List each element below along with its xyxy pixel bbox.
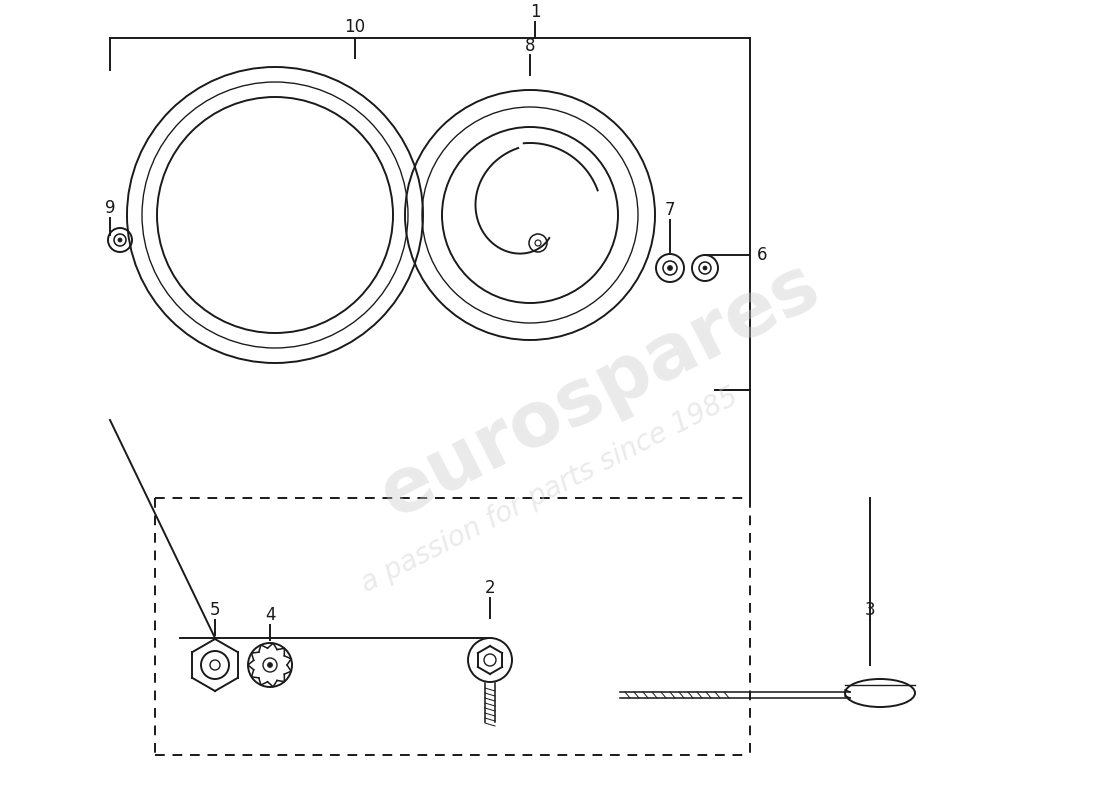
Text: 5: 5	[210, 601, 220, 619]
Text: 2: 2	[485, 579, 495, 597]
Text: 6: 6	[757, 246, 768, 264]
Text: a passion for parts since 1985: a passion for parts since 1985	[356, 382, 744, 598]
Text: 10: 10	[344, 18, 365, 36]
Text: 4: 4	[265, 606, 275, 624]
Circle shape	[668, 266, 672, 270]
Text: 9: 9	[104, 199, 116, 217]
Circle shape	[703, 266, 707, 270]
Circle shape	[267, 662, 273, 667]
Text: 1: 1	[530, 3, 540, 21]
Circle shape	[118, 238, 122, 242]
Text: 8: 8	[525, 37, 536, 55]
Text: 7: 7	[664, 201, 675, 219]
Text: 3: 3	[865, 601, 876, 619]
Text: eurospares: eurospares	[368, 247, 832, 533]
